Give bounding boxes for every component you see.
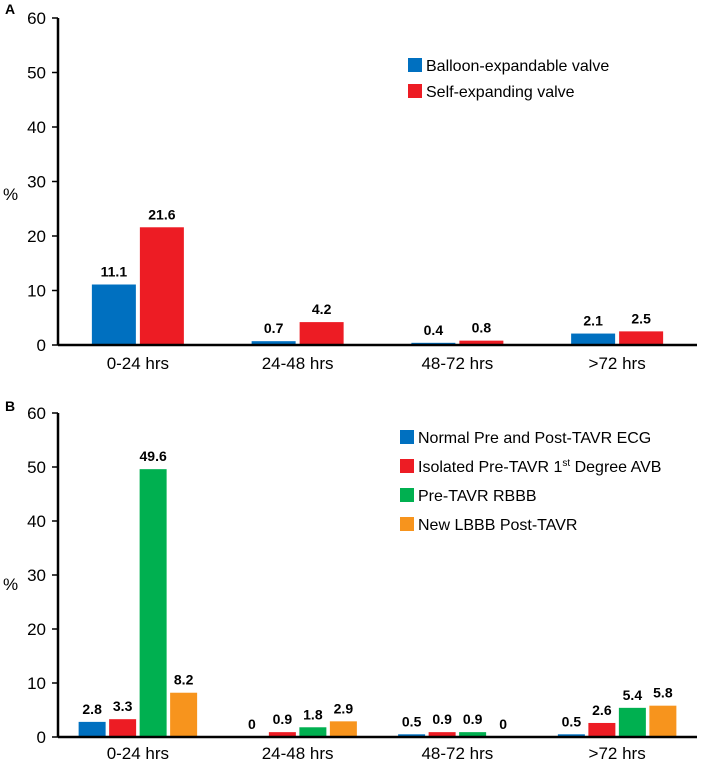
legend-label: Self-expanding valve — [426, 84, 575, 101]
data-label: 2.9 — [334, 700, 354, 716]
data-label: 5.8 — [653, 685, 673, 701]
bar-b-s1-c0 — [109, 719, 137, 737]
x-tick-label: 24-48 hrs — [262, 744, 334, 763]
y-tick-label: 60 — [27, 9, 46, 28]
y-tick-label: 40 — [27, 118, 46, 137]
y-tick-label: 40 — [27, 512, 46, 531]
bar-b-s3-c3 — [649, 705, 677, 737]
data-label: 0.9 — [273, 711, 293, 727]
y-tick-label: 10 — [27, 282, 46, 301]
x-tick-label: 0-24 hrs — [107, 744, 169, 763]
data-label: 11.1 — [101, 264, 128, 280]
legend-swatch — [400, 488, 414, 502]
bar-b-s2-c0 — [139, 469, 167, 737]
bar-b-s2-c2 — [459, 732, 487, 737]
bar-b-s3-c0 — [170, 692, 198, 737]
legend: Balloon-expandable valve Self-expanding v… — [408, 58, 609, 101]
bar-b-s0-c0 — [78, 721, 106, 737]
y-tick-label: 0 — [37, 728, 46, 747]
bar-b-s1-c2 — [428, 732, 456, 737]
y-tick-label: 30 — [27, 566, 46, 585]
bar-b-s0-c2 — [398, 734, 426, 737]
bar-b-s1-c1 — [268, 732, 296, 737]
y-tick-label: 60 — [27, 404, 46, 423]
bar-b-s2-c1 — [299, 727, 327, 737]
legend-swatch — [400, 459, 414, 473]
panel-b: B% 0 10 20 30 40 50 60 2.8 3.3 49.6 8.2 0-24 hrs 0 0.9… — [3, 398, 697, 763]
panel-label: B — [5, 398, 15, 414]
y-tick-label: 20 — [27, 227, 46, 246]
x-tick-label: 0-24 hrs — [107, 354, 169, 373]
x-tick-label: >72 hrs — [589, 354, 646, 373]
bar-b-s0-c3 — [557, 734, 585, 737]
data-label: 0 — [499, 716, 507, 732]
x-tick-label: 24-48 hrs — [262, 354, 334, 373]
data-label: 0.8 — [472, 320, 492, 336]
bar-a-s0-c0 — [91, 284, 136, 345]
data-label: 1.8 — [303, 706, 323, 722]
data-label: 0.9 — [463, 711, 483, 727]
y-tick-label: 50 — [27, 64, 46, 83]
bar-a-s0-c1 — [251, 341, 296, 345]
legend-swatch — [408, 84, 422, 98]
y-tick-label: 10 — [27, 674, 46, 693]
y-tick-label: 30 — [27, 173, 46, 192]
panel-a: A% 0 10 20 30 40 50 60 11.1 21.6 0-24 hrs 0.7 4.2 24-… — [3, 1, 697, 373]
x-tick-label: 48-72 hrs — [421, 354, 493, 373]
legend-label: Isolated Pre-TAVR 1st Degree AVB — [418, 458, 661, 476]
data-label: 2.6 — [592, 702, 612, 718]
data-label: 2.8 — [82, 701, 102, 717]
data-label: 2.5 — [631, 310, 651, 326]
data-label: 3.3 — [113, 698, 133, 714]
bar-a-s0-c3 — [571, 333, 616, 345]
x-tick-label: >72 hrs — [589, 744, 646, 763]
x-tick-label: 48-72 hrs — [421, 744, 493, 763]
data-label: 49.6 — [140, 448, 167, 464]
data-label: 0.5 — [562, 713, 582, 729]
legend-label: Pre-TAVR RBBB — [418, 488, 537, 505]
bar-a-s1-c0 — [139, 227, 184, 345]
y-tick-label: 50 — [27, 458, 46, 477]
legend-label: Normal Pre and Post-TAVR ECG — [418, 430, 651, 447]
y-axis-label: % — [3, 185, 18, 204]
data-label: 8.2 — [174, 672, 194, 688]
legend-label: Balloon-expandable valve — [426, 58, 609, 75]
legend-swatch — [400, 430, 414, 444]
legend: Normal Pre and Post-TAVR ECG Isolated Pre… — [400, 430, 661, 534]
bar-b-s1-c3 — [588, 722, 616, 737]
bar-b-s2-c3 — [618, 707, 646, 737]
legend-swatch — [400, 517, 414, 531]
legend-label: New LBBB Post-TAVR — [418, 517, 577, 534]
data-label: 0.9 — [432, 711, 452, 727]
data-label: 2.1 — [583, 313, 603, 329]
y-tick-label: 0 — [37, 336, 46, 355]
bar-b-s3-c1 — [329, 721, 357, 737]
data-label: 0.7 — [264, 320, 284, 336]
data-label: 0.5 — [402, 713, 422, 729]
legend-swatch — [408, 58, 422, 72]
bar-a-s1-c1 — [299, 322, 344, 345]
y-tick-label: 20 — [27, 620, 46, 639]
data-label: 0 — [248, 716, 256, 732]
data-label: 0.4 — [424, 322, 444, 338]
y-axis-label: % — [3, 575, 18, 594]
data-label: 4.2 — [312, 301, 332, 317]
panel-label: A — [5, 1, 15, 17]
data-label: 5.4 — [623, 687, 643, 703]
bar-a-s1-c3 — [619, 331, 664, 345]
bar-a-s1-c2 — [459, 340, 504, 345]
data-label: 21.6 — [148, 206, 175, 222]
